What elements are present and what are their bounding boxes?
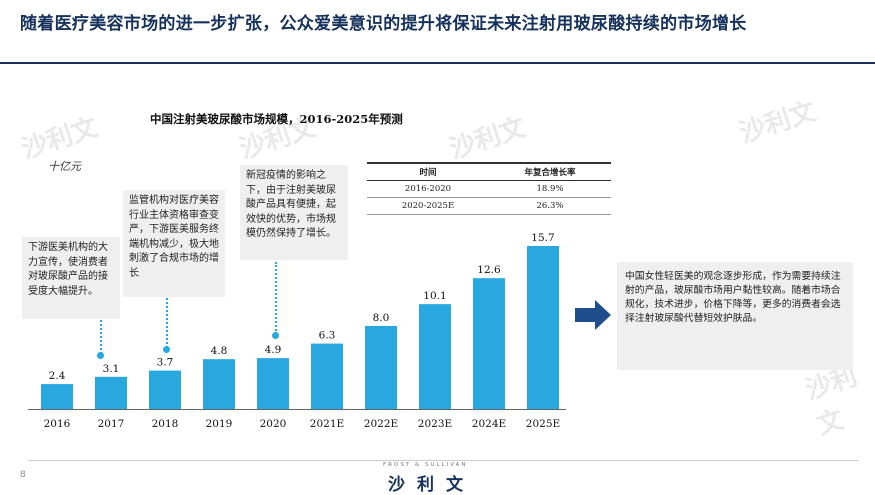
insight-box: 中国女性轻医美的观念逐步形成，作为需要持续注射的产品，玻尿酸市场用户黏性较高。随… — [617, 262, 853, 370]
annotation-connector — [166, 298, 168, 348]
annotation-2020: 新冠疫情的影响之下，由于注射美玻尿酸产品具有便捷，起效快的优势，市场规模仍然保持… — [240, 165, 348, 260]
x-tick-label: 2019 — [206, 418, 233, 430]
bar-2024E — [473, 278, 505, 409]
x-tick-label: 2022E — [364, 418, 398, 430]
bar-2022E — [365, 325, 397, 409]
brand-english: FROST & SULLIVAN — [383, 462, 468, 468]
bar-2020 — [257, 358, 289, 409]
bar-value-label: 3.1 — [103, 363, 120, 375]
annotation-2017: 下游医美机构的大力宣传，使消费者对玻尿酸产品的接受度大幅提升。 — [22, 237, 120, 319]
x-tick-label: 2021E — [310, 418, 344, 430]
cagr-period: 2016-2020 — [367, 180, 489, 198]
cagr-rate: 18.9% — [489, 180, 611, 198]
bar-value-label: 3.7 — [157, 357, 174, 369]
bar-value-label: 12.6 — [477, 264, 501, 276]
bar-2019 — [203, 359, 235, 409]
bar-value-label: 10.1 — [423, 290, 446, 302]
annotation-dot — [97, 352, 104, 359]
title-divider — [0, 62, 875, 64]
annotation-connector — [275, 262, 277, 334]
x-tick-label: 2025E — [526, 418, 560, 430]
page-number: 8 — [20, 470, 26, 480]
bar-value-label: 4.8 — [211, 345, 228, 357]
bar-value-label: 6.3 — [319, 330, 336, 342]
cagr-period: 2020-2025E — [367, 197, 489, 215]
chart-title: 中国注射美玻尿酸市场规模，2016-2025年预测 — [150, 112, 403, 126]
bar-value-label: 8.0 — [373, 312, 390, 324]
annotation-2018: 监管机构对医疗美容行业主体资格审查变严，下游医美服务终端机构减少，极大地刺激了合… — [123, 190, 225, 297]
x-axis — [28, 409, 566, 410]
bar-2023E — [419, 304, 451, 409]
page-title: 随着医疗美容市场的进一步扩张，公众爱美意识的提升将保证未来注射用玻尿酸持续的市场… — [20, 14, 747, 34]
x-tick-label: 2018 — [152, 418, 179, 430]
bar-value-label: 2.4 — [49, 370, 66, 382]
bar-2025E — [527, 246, 559, 409]
footer-divider — [28, 460, 858, 461]
bar-2021E — [311, 343, 343, 409]
annotation-dot — [272, 332, 279, 339]
x-tick-label: 2020 — [260, 418, 287, 430]
table-row: 2016-2020 18.9% — [367, 180, 611, 198]
annotation-connector — [100, 320, 102, 354]
x-tick-label: 2024E — [472, 418, 506, 430]
arrow-right-icon — [575, 300, 611, 330]
annotation-dot — [163, 346, 170, 353]
unit-label: 十亿元 — [48, 160, 81, 173]
bar-value-label: 15.7 — [531, 232, 554, 244]
x-tick-label: 2016 — [44, 418, 71, 430]
cagr-rate: 26.3% — [489, 197, 611, 215]
brand-logo: 沙利文 — [388, 475, 475, 495]
x-tick-label: 2017 — [98, 418, 125, 430]
cagr-header-rate: 年复合增长率 — [489, 163, 611, 181]
bar-2018 — [149, 370, 181, 409]
bar-2017 — [95, 376, 127, 409]
table-row: 2020-2025E 26.3% — [367, 197, 611, 215]
cagr-header-period: 时间 — [367, 163, 489, 181]
bar-value-label: 4.9 — [265, 344, 282, 356]
bar-2016 — [41, 384, 73, 409]
cagr-table: 时间 年复合增长率 2016-2020 18.9% 2020-2025E 26.… — [367, 162, 611, 215]
x-tick-label: 2023E — [418, 418, 452, 430]
